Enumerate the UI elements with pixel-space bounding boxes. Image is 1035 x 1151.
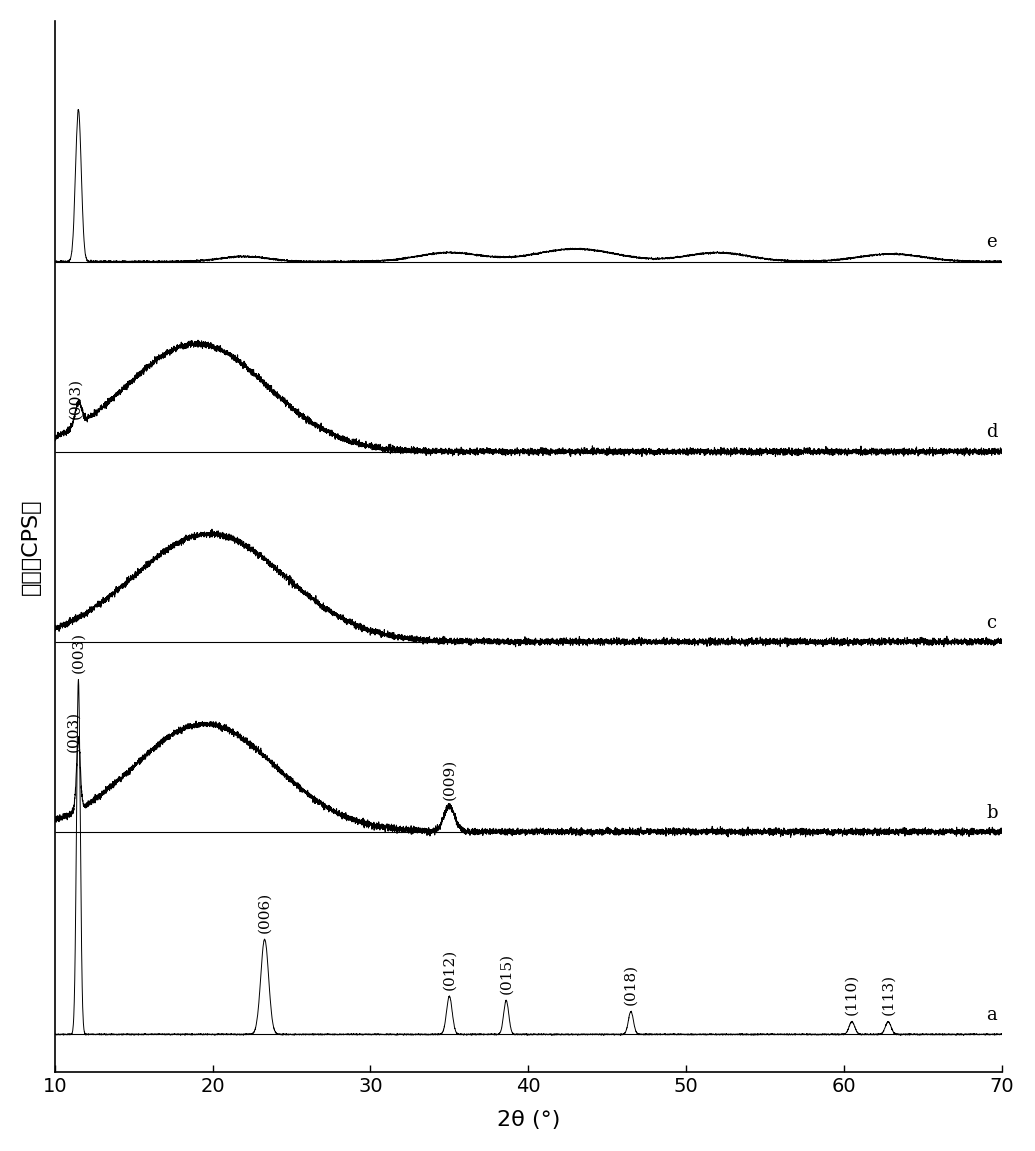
Text: (009): (009) xyxy=(442,759,456,800)
Text: c: c xyxy=(986,613,997,632)
Text: b: b xyxy=(986,803,998,822)
Text: (003): (003) xyxy=(66,711,81,752)
Text: e: e xyxy=(986,234,997,251)
Text: d: d xyxy=(986,424,998,442)
Text: (015): (015) xyxy=(499,953,513,993)
Text: (110): (110) xyxy=(845,974,859,1015)
Text: (012): (012) xyxy=(442,948,456,990)
Text: (003): (003) xyxy=(71,632,86,673)
X-axis label: 2θ (°): 2θ (°) xyxy=(497,1111,560,1130)
Text: (006): (006) xyxy=(258,892,271,933)
Text: (113): (113) xyxy=(881,974,895,1015)
Text: a: a xyxy=(986,1006,997,1024)
Y-axis label: 强度（CPS）: 强度（CPS） xyxy=(21,498,40,595)
Text: (018): (018) xyxy=(624,965,638,1005)
Text: (003): (003) xyxy=(68,378,82,419)
